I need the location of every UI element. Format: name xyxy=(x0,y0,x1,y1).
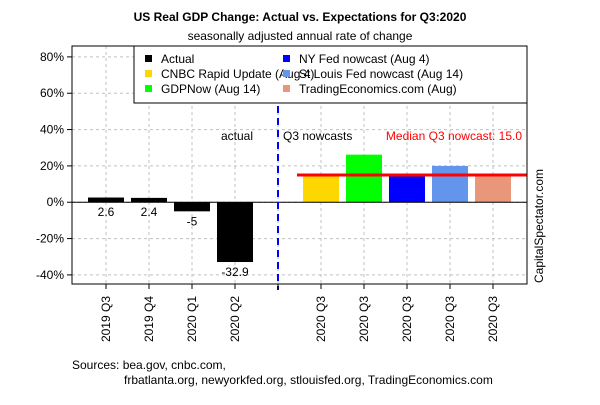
x-tick-label: 2020 Q3 xyxy=(443,296,457,342)
x-tick-label: 2019 Q3 xyxy=(99,296,113,342)
chart-title: US Real GDP Change: Actual vs. Expectati… xyxy=(134,10,467,24)
legend-box xyxy=(133,45,528,104)
bar xyxy=(303,174,339,203)
y-tick-label: 20% xyxy=(40,159,64,173)
bar xyxy=(217,202,253,263)
y-tick-label: 80% xyxy=(40,50,64,64)
bar xyxy=(88,197,124,203)
axes: -40% -20% 0% 20% 40% 60% 80% 2019 Q3 2019 Q4 2020… xyxy=(36,45,528,342)
annotation-nowcasts: Q3 nowcasts xyxy=(283,129,352,143)
legend-label: St Louis Fed nowcast (Aug 14) xyxy=(299,67,463,81)
bar xyxy=(174,202,210,212)
y-tick-label: -20% xyxy=(36,232,64,246)
bars: 2.6 2.4 -5 -32.9 xyxy=(88,154,511,279)
annotation-actual: actual xyxy=(221,129,253,143)
y-tick-label: -40% xyxy=(36,268,64,282)
legend-label: GDPNow (Aug 14) xyxy=(161,82,260,96)
legend-swatch xyxy=(283,70,290,77)
sources-line-1: Sources: bea.gov, cnbc.com, xyxy=(72,358,226,372)
y-tick-label: 60% xyxy=(40,86,64,100)
x-tick-label: 2020 Q2 xyxy=(228,296,242,342)
legend-swatch xyxy=(283,55,290,62)
bar xyxy=(432,165,468,203)
legend-swatch xyxy=(145,85,152,92)
data-label: -5 xyxy=(187,214,198,228)
bar xyxy=(346,154,382,203)
bar xyxy=(475,175,511,203)
x-tick-label: 2020 Q3 xyxy=(357,296,371,342)
x-tick-label: 2020 Q3 xyxy=(314,296,328,342)
legend-label: TradingEconomics.com (Aug) xyxy=(299,82,457,96)
median-label: Median Q3 nowcast: 15.0 xyxy=(386,129,522,143)
watermark: CapitalSpectator.com xyxy=(532,169,546,283)
x-tick-label: 2020 Q1 xyxy=(185,296,199,342)
data-label: 2.4 xyxy=(141,205,158,219)
legend-label: Actual xyxy=(161,52,194,66)
y-tick-label: 40% xyxy=(40,123,64,137)
legend-swatch xyxy=(145,70,152,77)
x-tick-label: 2020 Q3 xyxy=(400,296,414,342)
bar xyxy=(389,175,425,203)
sources-line-2: frbatlanta.org, newyorkfed.org, stlouisf… xyxy=(124,373,493,387)
data-label: -32.9 xyxy=(221,265,249,279)
legend-swatch xyxy=(283,85,290,92)
data-label: 2.6 xyxy=(98,205,115,219)
bar xyxy=(131,197,167,203)
x-tick-label: 2020 Q3 xyxy=(486,296,500,342)
y-tick-label: 0% xyxy=(47,195,65,209)
chart-subtitle: seasonally adjusted annual rate of chang… xyxy=(188,29,413,43)
x-tick-label: 2019 Q4 xyxy=(142,296,156,342)
legend-label: NY Fed nowcast (Aug 4) xyxy=(299,52,430,66)
legend-label: CNBC Rapid Update (Aug 4) xyxy=(161,67,314,81)
legend-swatch xyxy=(145,55,152,62)
